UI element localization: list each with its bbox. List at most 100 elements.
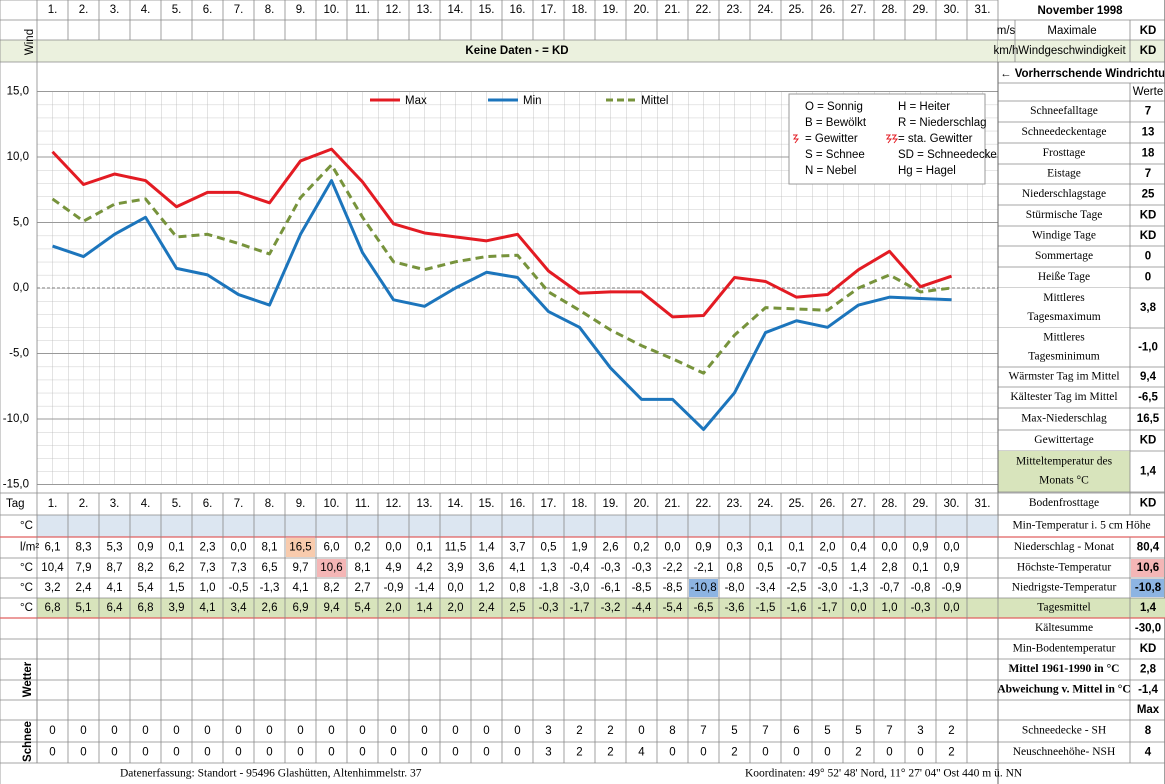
table-cell: 7 <box>886 725 892 737</box>
day-header: 14. <box>448 498 464 510</box>
storm-symbol <box>886 134 892 144</box>
table-cell: -3,2 <box>601 602 621 614</box>
table-cell: -8,5 <box>663 582 683 594</box>
stat-label: Heiße Tage <box>1038 271 1090 283</box>
wind-caption: Maximale <box>1047 25 1096 37</box>
y-tick-label: 0,0 <box>13 282 29 294</box>
table-cell: 8,1 <box>355 562 371 574</box>
table-cell: 0,1 <box>789 542 805 554</box>
table-cell: 0 <box>421 747 427 759</box>
day-header: 5. <box>172 4 182 16</box>
stat-label: Kältester Tag im Mittel <box>1010 391 1117 403</box>
row-value: KD <box>1140 643 1157 655</box>
table-cell: -8,5 <box>632 582 652 594</box>
table-cell: 0 <box>483 725 489 737</box>
table-cell: 2,4 <box>479 602 496 614</box>
day-header: 10. <box>324 498 340 510</box>
table-cell: -4,4 <box>632 602 652 614</box>
row-value: -10,8 <box>1135 582 1162 594</box>
day-header: 26. <box>820 498 836 510</box>
row-fill <box>37 515 998 537</box>
table-cell: 0 <box>483 747 489 759</box>
table-cell: 2,0 <box>820 542 836 554</box>
table-cell: 3,6 <box>479 562 495 574</box>
table-cell: 1,0 <box>882 602 898 614</box>
table-cell: 0 <box>173 747 179 759</box>
table-cell: 7 <box>700 725 706 737</box>
day-header: 31. <box>975 498 991 510</box>
table-cell: 9,7 <box>293 562 309 574</box>
stat-fill <box>998 328 1130 367</box>
table-cell: 0 <box>514 747 520 759</box>
row-fill <box>37 598 998 618</box>
stat-label: Gewittertage <box>1034 434 1093 446</box>
day-header: 9. <box>296 498 306 510</box>
table-cell: 1,2 <box>479 582 495 594</box>
day-header: 19. <box>603 498 619 510</box>
legend-label: Mittel <box>641 95 668 107</box>
table-cell: 0 <box>328 725 334 737</box>
stat-value: 0 <box>1145 272 1151 284</box>
row-value: 8 <box>1145 725 1152 737</box>
table-cell: -1,7 <box>570 602 590 614</box>
cell-highlight <box>317 559 346 577</box>
table-cell: 0 <box>793 747 799 759</box>
table-cell: 7,9 <box>76 562 92 574</box>
table-cell: 8,3 <box>76 542 92 554</box>
day-header: 6. <box>203 498 213 510</box>
table-cell: 3 <box>545 725 551 737</box>
day-header: 23. <box>727 498 743 510</box>
day-header: 11. <box>355 498 370 510</box>
table-cell: 0 <box>886 747 892 759</box>
table-cell: -0,3 <box>601 562 621 574</box>
table-cell: -1,7 <box>818 602 838 614</box>
day-header: 1. <box>48 498 58 510</box>
day-header: 4. <box>141 4 151 16</box>
table-cell: 0 <box>173 725 179 737</box>
day-header: 24. <box>758 498 774 510</box>
storm-symbol <box>892 134 898 144</box>
stat-label: Tagesminimum <box>1028 351 1099 363</box>
day-header: 29. <box>913 498 929 510</box>
table-cell: 8 <box>669 725 675 737</box>
stat-value: KD <box>1140 498 1157 510</box>
row-unit: °C <box>20 582 33 594</box>
table-cell: 0 <box>49 747 55 759</box>
table-cell: 2 <box>576 747 582 759</box>
table-cell: 2,0 <box>386 602 402 614</box>
stat-fill <box>998 288 1130 328</box>
table-cell: 4,9 <box>386 562 402 574</box>
day-header: 6. <box>203 4 213 16</box>
table-cell: -3,4 <box>756 582 776 594</box>
row-fill <box>998 598 1165 618</box>
table-cell: -6,1 <box>601 582 621 594</box>
table-cell: 0 <box>359 725 365 737</box>
storm-symbol <box>793 134 799 144</box>
table-cell: 0 <box>235 725 241 737</box>
day-header: 30. <box>944 498 960 510</box>
table-cell: 0 <box>514 725 520 737</box>
table-cell: 0 <box>669 747 675 759</box>
stat-label: Tagesmaximum <box>1027 311 1100 323</box>
day-header: 26. <box>820 4 836 16</box>
day-header: 22. <box>696 498 712 510</box>
day-header: 30. <box>944 4 960 16</box>
table-cell: 0 <box>204 747 210 759</box>
series-line <box>51 147 952 319</box>
row-unit: °C <box>20 602 33 614</box>
table-cell: 5,3 <box>107 542 123 554</box>
table-cell: 4,1 <box>200 602 216 614</box>
table-cell: 0 <box>824 747 830 759</box>
cell-highlight <box>286 538 315 557</box>
wind-value: KD <box>1140 45 1157 57</box>
day-header: 18. <box>572 4 588 16</box>
day-header: 7. <box>234 4 244 16</box>
cell-highlight <box>1131 559 1164 577</box>
table-cell: -1,4 <box>415 582 435 594</box>
stat-value: KD <box>1140 210 1157 222</box>
table-cell: -3,0 <box>818 582 838 594</box>
day-header: 2. <box>79 4 89 16</box>
table-cell: 0 <box>421 725 427 737</box>
table-cell: 1,5 <box>169 582 185 594</box>
table-cell: 6 <box>793 725 799 737</box>
